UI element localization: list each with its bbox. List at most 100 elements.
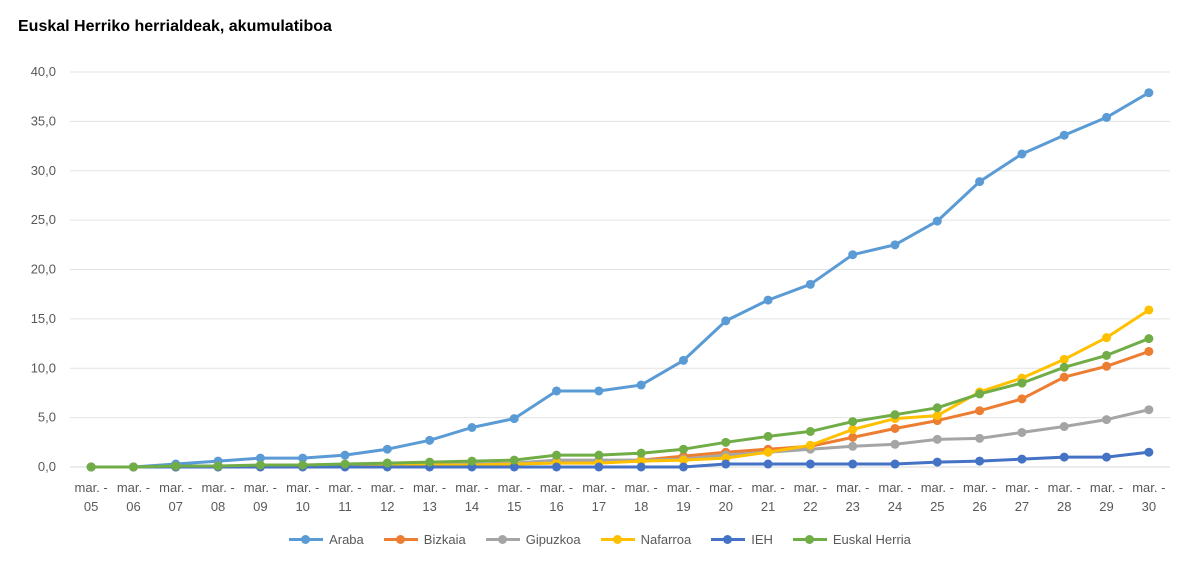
data-point	[932, 457, 942, 467]
data-point	[678, 355, 688, 365]
x-tick-label: mar. -28	[1048, 480, 1081, 514]
data-point	[890, 240, 900, 250]
x-tick-label: mar. -05	[75, 480, 108, 514]
data-point	[636, 462, 646, 472]
data-point	[763, 295, 773, 305]
data-point	[1059, 130, 1069, 140]
data-point	[255, 460, 265, 470]
y-tick-label: 10,0	[31, 360, 56, 375]
line-chart: 0,0 5,0 10,0 15,0 20,0 25,0 30,0 35,0 40,0 mar. …	[31, 64, 1170, 514]
data-point	[1017, 454, 1027, 464]
data-point	[340, 450, 350, 460]
data-point	[1102, 112, 1112, 122]
legend-swatch	[289, 534, 324, 544]
legend-swatch	[711, 534, 746, 544]
legend-item: Gipuzkoa	[485, 532, 581, 547]
x-tick-label: mar. -15	[498, 480, 531, 514]
data-point	[552, 462, 562, 472]
data-point	[1017, 378, 1027, 388]
data-point	[975, 177, 985, 187]
data-point	[382, 444, 392, 454]
data-point	[1017, 427, 1027, 437]
x-tick-label: mar. -25	[921, 480, 954, 514]
data-point	[975, 389, 985, 399]
legend-label: Araba	[329, 531, 364, 547]
y-tick-label: 35,0	[31, 113, 56, 128]
data-point	[678, 455, 688, 465]
x-tick-label: mar. -08	[201, 480, 234, 514]
data-point	[848, 459, 858, 469]
x-tick-label: mar. -21	[751, 480, 784, 514]
data-point	[848, 250, 858, 260]
y-tick-label: 20,0	[31, 262, 56, 277]
data-point	[467, 423, 477, 432]
legend-item: Euskal Herria	[792, 532, 911, 547]
data-point	[594, 462, 604, 472]
data-point	[890, 410, 900, 420]
data-point	[1059, 452, 1069, 462]
data-point	[763, 459, 773, 469]
data-point	[805, 459, 815, 469]
data-point	[721, 316, 731, 326]
data-point	[298, 460, 308, 470]
data-point	[1017, 149, 1027, 159]
legend-swatch	[485, 534, 520, 544]
data-point	[1059, 372, 1069, 382]
x-tick-label: mar. -24	[878, 480, 911, 514]
data-point	[1102, 350, 1112, 360]
x-tick-label: mar. -30	[1132, 480, 1165, 514]
data-point	[721, 437, 731, 447]
data-point	[552, 450, 562, 460]
data-point	[848, 424, 858, 434]
data-point	[721, 459, 731, 469]
data-point	[848, 441, 858, 451]
series-araba	[86, 88, 1154, 472]
legend-swatch	[792, 534, 827, 544]
x-tick-label: mar. -22	[794, 480, 827, 514]
series-euskal-herria	[86, 334, 1154, 472]
data-point	[594, 450, 604, 460]
x-tick-label: mar. -14	[455, 480, 488, 514]
data-point	[1144, 346, 1154, 356]
data-point	[678, 462, 688, 472]
data-point	[298, 453, 308, 463]
x-tick-label: mar. -29	[1090, 480, 1123, 514]
legend-item: Nafarroa	[600, 531, 692, 547]
y-axis-ticks: 0,0 5,0 10,0 15,0 20,0 25,0 30,0 35,0 40,0	[31, 64, 56, 474]
data-point	[552, 386, 562, 396]
data-point	[975, 456, 985, 466]
x-tick-label: mar. -19	[667, 480, 700, 514]
data-point	[805, 440, 815, 450]
data-point	[255, 453, 265, 463]
data-point	[1102, 452, 1112, 462]
x-tick-label: mar. -16	[540, 480, 573, 514]
data-point	[890, 423, 900, 433]
data-point	[594, 386, 604, 396]
data-point	[467, 456, 477, 466]
data-point	[171, 461, 181, 471]
series-line	[91, 350, 1150, 469]
legend-swatch	[383, 534, 418, 544]
data-point	[848, 417, 858, 427]
data-point	[128, 462, 138, 472]
legend-item: IEH	[711, 532, 773, 547]
data-point	[678, 444, 688, 454]
y-tick-label: 0,0	[38, 459, 56, 474]
legend-item: Araba	[289, 532, 364, 547]
data-point	[1144, 305, 1154, 315]
data-point	[932, 403, 942, 413]
legend-label: Nafarroa	[640, 531, 692, 547]
data-point	[1059, 362, 1069, 372]
data-point	[763, 447, 773, 457]
series-lines	[86, 88, 1154, 472]
gridlines	[70, 71, 1170, 468]
x-axis-ticks: mar. -05 mar. -06 mar. -07 mar. -08 mar. -09…	[75, 480, 1166, 514]
data-point	[213, 461, 223, 471]
data-point	[890, 439, 900, 449]
x-tick-label: mar. -17	[582, 480, 615, 514]
data-point	[1144, 447, 1154, 457]
x-tick-label: mar. -12	[371, 480, 404, 514]
data-point	[890, 459, 900, 469]
data-point	[1144, 88, 1154, 98]
data-point	[932, 411, 942, 421]
